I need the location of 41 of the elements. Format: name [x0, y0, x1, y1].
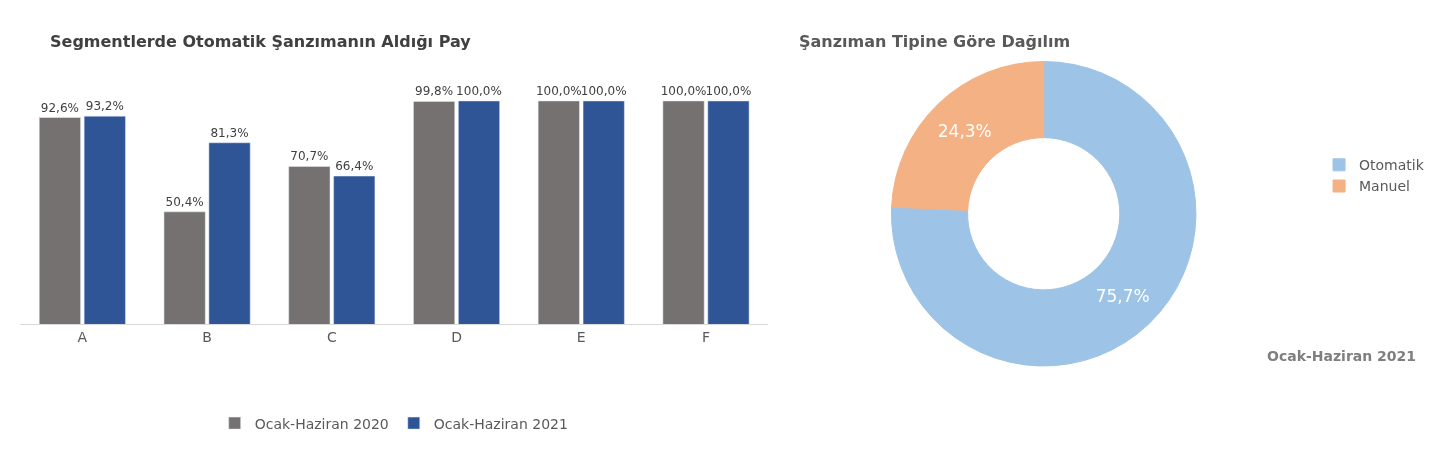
x-tick-label: E: [576, 329, 586, 346]
x-tick-label: B: [202, 329, 212, 346]
legend-label: Ocak-Haziran 2020: [254, 415, 389, 432]
data-label: 99,8%: [415, 84, 454, 99]
data-label: 100,0%: [456, 83, 502, 98]
chart-title: Segmentlerde Otomatik Şanzımanın Aldığı Pay: [50, 32, 472, 51]
bar: [413, 101, 455, 325]
data-label: 100,0%: [660, 83, 707, 98]
bar: [163, 211, 206, 325]
x-tick-label: F: [701, 329, 711, 346]
text: Ocak-Haziran 2021: [1267, 348, 1417, 364]
data-label: 100,0%: [535, 83, 582, 98]
data-label: 75,7%: [1095, 286, 1150, 307]
data-label: 93,2%: [85, 99, 124, 114]
bar: [208, 142, 251, 325]
legend-label: Ocak-Haziran 2021: [433, 415, 568, 432]
bar: [537, 100, 580, 325]
bar: [83, 115, 126, 325]
x-tick-label: A: [77, 329, 88, 346]
legend-label: Otomatik: [1359, 157, 1425, 174]
bar: [707, 100, 750, 325]
bar: [458, 100, 500, 325]
donut-slice: [891, 61, 1045, 211]
data-label: 92,6%: [40, 100, 79, 115]
bar: [39, 117, 81, 325]
legend-label: Manuel: [1359, 178, 1410, 195]
bar: [582, 100, 625, 325]
bar: [333, 175, 376, 325]
chart-title: Şanzıman Tipine Göre Dağılım: [799, 32, 1071, 51]
data-label: 70,7%: [290, 149, 329, 164]
data-label: 81,3%: [210, 125, 249, 140]
data-label: 24,3%: [937, 121, 992, 142]
data-label: 66,4%: [335, 159, 374, 174]
data-label: 100,0%: [705, 83, 752, 98]
bar: [662, 100, 705, 325]
data-label: 100,0%: [580, 83, 627, 98]
bar: [288, 166, 331, 325]
x-tick-label: D: [451, 329, 462, 346]
data-label: 50,4%: [165, 194, 204, 209]
x-tick-label: C: [326, 329, 337, 346]
donut-slice: [891, 61, 1197, 367]
